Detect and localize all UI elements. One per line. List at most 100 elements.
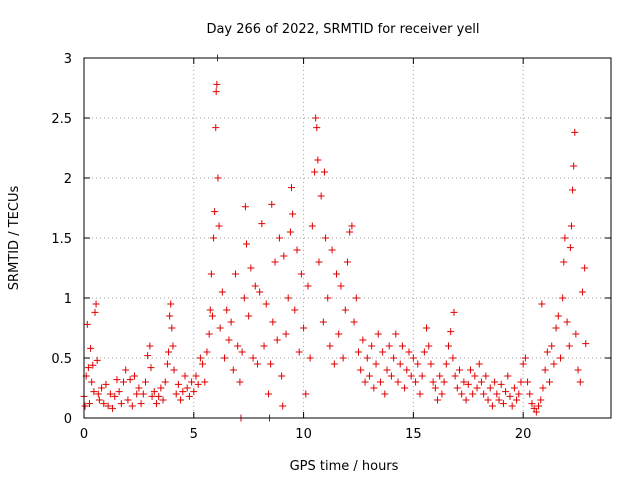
data-point [91, 308, 99, 316]
data-point [214, 174, 222, 182]
data-point [374, 330, 382, 338]
data-point [181, 372, 189, 380]
data-point [95, 396, 103, 404]
data-point [297, 270, 305, 278]
data-point [570, 162, 578, 170]
data-point [236, 378, 244, 386]
data-point [567, 222, 575, 230]
data-point [312, 114, 320, 122]
data-point [284, 294, 292, 302]
x-axis: 0 5 10 15 20 [80, 58, 531, 442]
data-point [376, 378, 384, 386]
data-point [131, 372, 139, 380]
data-point [346, 228, 354, 236]
data-point [168, 324, 176, 332]
data-point [213, 80, 221, 88]
data-point [497, 380, 505, 388]
data-point [363, 354, 371, 362]
data-point [361, 378, 369, 386]
data-point [314, 156, 322, 164]
data-point [578, 288, 586, 296]
data-point [109, 404, 117, 412]
x-tick-label: 0 [80, 427, 88, 442]
data-point [326, 342, 334, 350]
data-point [269, 318, 277, 326]
data-point [120, 378, 128, 386]
data-point [92, 300, 100, 308]
data-point [414, 360, 422, 368]
data-point [447, 328, 455, 336]
data-point [210, 234, 218, 242]
data-point [102, 380, 110, 388]
data-point [106, 390, 114, 398]
data-point [434, 396, 442, 404]
data-point [295, 348, 303, 356]
data-point [256, 288, 264, 296]
data-point [357, 366, 365, 374]
data-point [324, 294, 332, 302]
data-point [359, 336, 367, 344]
data-point [486, 384, 494, 392]
data-point [352, 294, 360, 302]
data-points [80, 54, 590, 422]
data-point [302, 390, 310, 398]
data-point [188, 378, 196, 386]
data-point [348, 222, 356, 230]
data-point [445, 342, 453, 350]
data-point [201, 378, 209, 386]
data-point [111, 392, 119, 400]
x-tick-label: 15 [405, 427, 422, 442]
data-point [561, 234, 569, 242]
data-point [442, 360, 450, 368]
data-point [537, 396, 545, 404]
data-point [401, 384, 409, 392]
data-point [341, 306, 349, 314]
data-point [556, 354, 564, 362]
data-point [117, 400, 125, 408]
data-point [543, 348, 551, 356]
data-point [315, 258, 323, 266]
data-point [416, 390, 424, 398]
data-point [354, 348, 362, 356]
data-point [427, 360, 435, 368]
data-point [552, 324, 560, 332]
data-point [93, 356, 101, 364]
data-point [392, 330, 400, 338]
data-point [319, 318, 327, 326]
data-point [241, 203, 249, 211]
data-point [159, 396, 167, 404]
data-point [157, 384, 165, 392]
data-point [264, 390, 272, 398]
data-point [293, 246, 301, 254]
data-point [387, 372, 395, 380]
data-point [488, 402, 496, 410]
data-point [499, 400, 507, 408]
y-tick-label: 0.5 [51, 352, 72, 367]
data-point [491, 378, 499, 386]
data-point [330, 360, 338, 368]
data-point [229, 366, 237, 374]
data-point [206, 306, 214, 314]
data-point [484, 396, 492, 404]
data-point [179, 388, 187, 396]
data-point [368, 342, 376, 350]
data-point [172, 390, 180, 398]
y-tick-label: 0 [64, 412, 72, 427]
data-point [418, 372, 426, 380]
data-point [372, 360, 380, 368]
data-point [333, 270, 341, 278]
data-point [528, 400, 536, 408]
data-point [350, 318, 358, 326]
data-point [223, 306, 231, 314]
data-point [249, 354, 257, 362]
data-point [471, 372, 479, 380]
data-point [183, 384, 191, 392]
data-point [451, 372, 459, 380]
data-point [304, 282, 312, 290]
data-point [495, 396, 503, 404]
data-point [225, 336, 233, 344]
data-point [279, 402, 287, 410]
data-point [462, 396, 470, 404]
y-axis-label: SRMTID / TECUs [7, 186, 22, 291]
data-point [506, 392, 514, 400]
